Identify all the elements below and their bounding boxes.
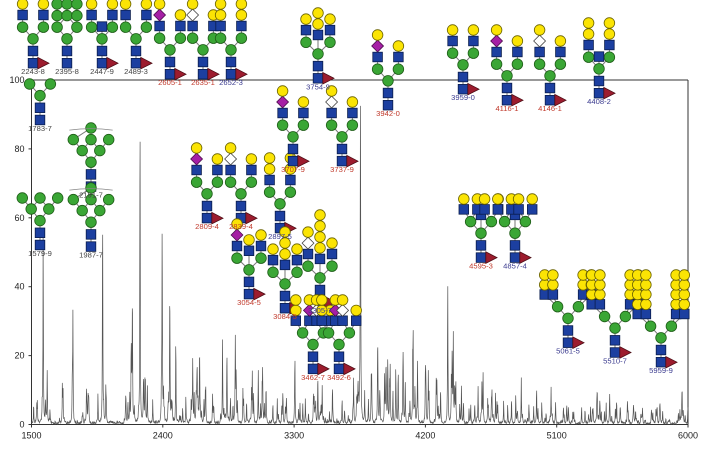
svg-text:2897-5: 2897-5 (268, 232, 292, 241)
svg-text:100: 100 (9, 75, 24, 85)
svg-text:3492-6: 3492-6 (327, 373, 351, 382)
svg-text:3084-5: 3084-5 (273, 312, 297, 321)
svg-text:3754-9: 3754-9 (306, 82, 330, 91)
svg-text:40: 40 (14, 282, 24, 292)
svg-text:3462-7: 3462-7 (301, 373, 325, 382)
svg-text:2395-8: 2395-8 (55, 67, 79, 76)
svg-text:60: 60 (14, 213, 24, 223)
svg-text:2243-8: 2243-8 (21, 67, 45, 76)
svg-text:4116-1: 4116-1 (495, 104, 518, 113)
svg-text:2839-4: 2839-4 (229, 222, 253, 231)
svg-text:2489-3: 2489-3 (124, 67, 148, 76)
svg-text:2809-4: 2809-4 (195, 222, 219, 231)
svg-text:3942-0: 3942-0 (376, 109, 400, 118)
svg-text:3959-0: 3959-0 (451, 93, 475, 102)
svg-text:2400: 2400 (153, 431, 173, 441)
svg-text:3707-9: 3707-9 (281, 165, 305, 174)
svg-text:3305-7: 3305-7 (308, 306, 332, 315)
svg-text:1783-7: 1783-7 (28, 124, 52, 133)
svg-text:5959-9: 5959-9 (649, 366, 673, 375)
svg-text:3300: 3300 (284, 431, 304, 441)
svg-text:3737-9: 3737-9 (330, 165, 354, 174)
svg-text:2605-1: 2605-1 (158, 78, 182, 87)
svg-text:3054-5: 3054-5 (237, 298, 261, 307)
svg-text:1579-9: 1579-9 (28, 249, 52, 258)
svg-text:4595-3: 4595-3 (469, 262, 493, 271)
svg-text:2191-7: 2191-7 (79, 191, 103, 200)
svg-text:5510-7: 5510-7 (603, 357, 627, 366)
svg-text:2447-9: 2447-9 (90, 67, 114, 76)
svg-text:2652-3: 2652-3 (219, 78, 243, 87)
svg-text:4146-1: 4146-1 (538, 104, 562, 113)
svg-text:1500: 1500 (21, 431, 41, 441)
svg-text:6000: 6000 (678, 431, 698, 441)
svg-text:4408-2: 4408-2 (587, 97, 611, 106)
svg-text:4857-4: 4857-4 (503, 262, 527, 271)
svg-text:80: 80 (14, 144, 24, 154)
svg-text:5061-5: 5061-5 (556, 347, 580, 356)
svg-text:20: 20 (14, 351, 24, 361)
svg-text:1987-7: 1987-7 (79, 251, 103, 260)
svg-text:5100: 5100 (547, 431, 567, 441)
svg-text:4200: 4200 (415, 431, 435, 441)
svg-text:2635-1: 2635-1 (191, 78, 215, 87)
svg-text:0: 0 (19, 420, 24, 430)
